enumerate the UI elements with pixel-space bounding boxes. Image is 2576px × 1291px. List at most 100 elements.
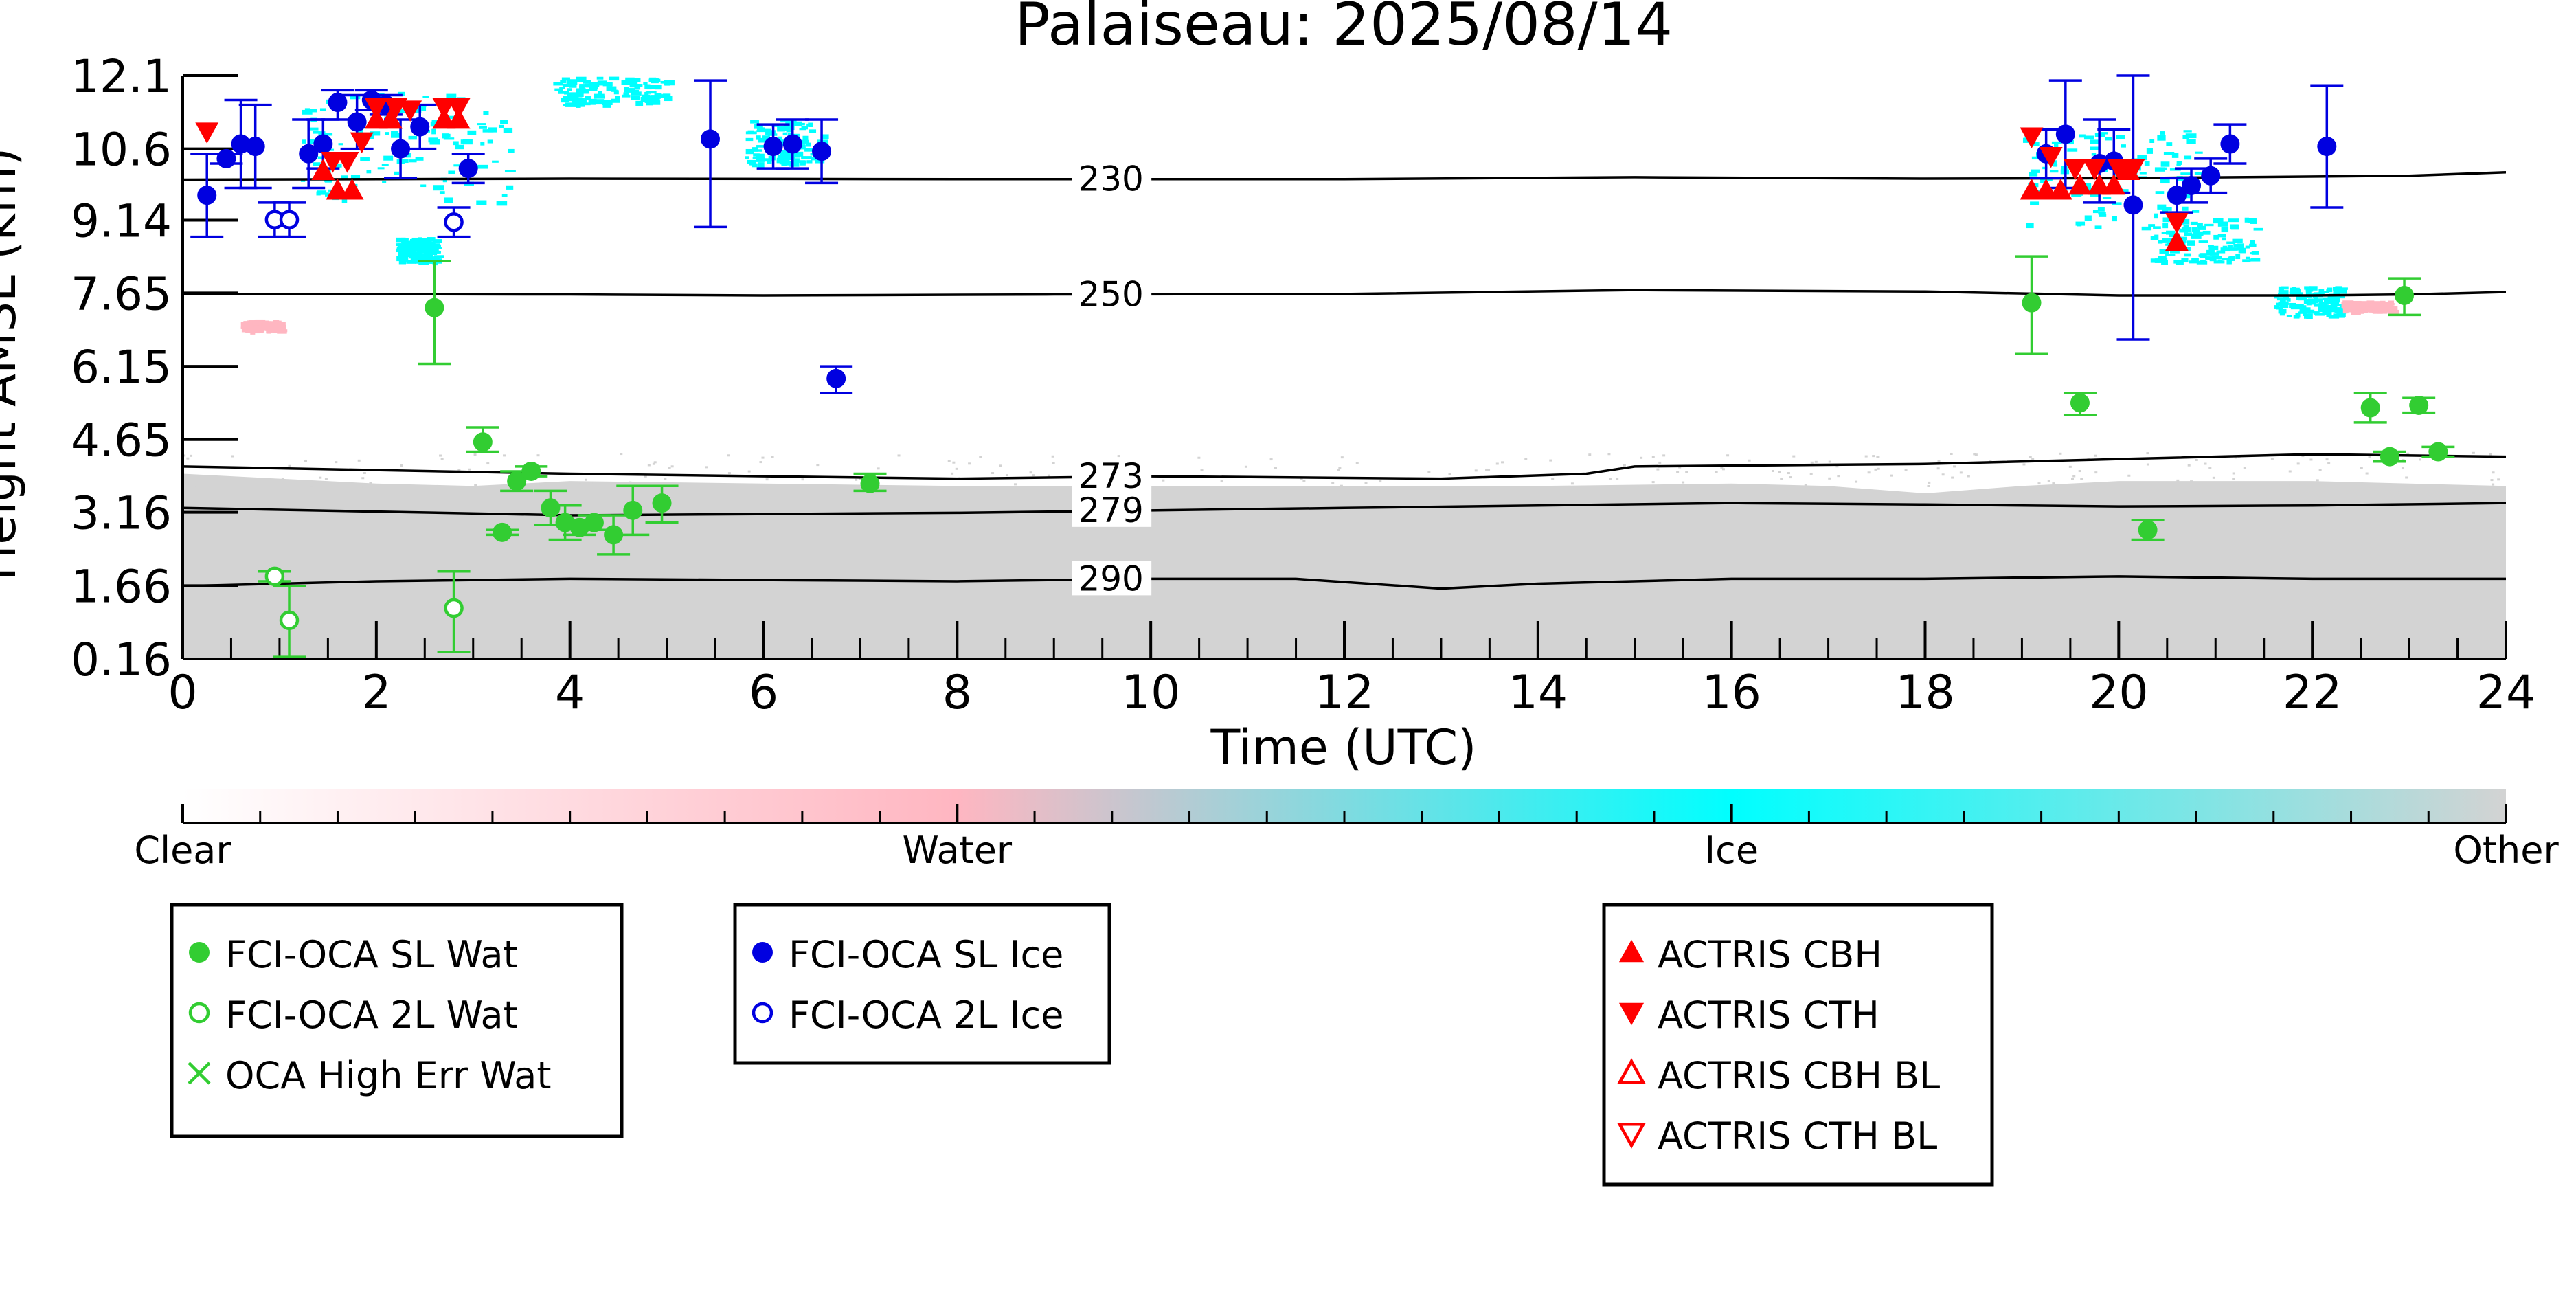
isotherm-label-bg [1072,276,1152,311]
other-speckle [629,481,632,484]
other-speckle [1804,484,1807,486]
ice-speckle [400,253,405,256]
other-speckle [324,478,328,480]
ice-speckle [576,97,583,102]
water-speckle [2360,302,2366,308]
ice-speckle [660,80,666,84]
fci-oca-sl-ice-point [782,134,802,154]
ice-speckle [576,104,581,108]
legend-swatch [189,942,210,963]
ice-speckle [383,155,394,161]
ice-speckle [553,82,563,86]
ice-speckle [439,191,445,194]
water-speckle [2380,307,2391,311]
ice-speckle [2213,218,2224,224]
other-speckle [1427,471,1431,473]
other-speckle [2094,454,2097,457]
other-speckle [2047,480,2050,482]
ice-speckle [2278,290,2289,295]
ice-speckle [583,80,591,84]
other-speckle [281,478,284,480]
actris-cth-point [2107,159,2131,181]
ice-speckle [785,122,796,124]
fci-oca-sl-ice-point [197,186,217,205]
ice-speckle [453,164,464,167]
ice-speckle [2099,213,2107,217]
ice-speckle [2184,253,2191,257]
other-speckle [503,454,506,457]
ice-speckle [752,157,758,159]
ice-speckle [2278,308,2287,314]
ice-speckle [2098,212,2106,215]
ice-speckle [579,85,585,90]
ice-speckle [496,201,508,206]
other-speckle [1274,467,1277,469]
ice-speckle [2112,216,2117,222]
other-speckle [2072,475,2076,478]
ice-speckle [2157,204,2167,210]
ice-speckle [407,250,417,254]
ice-speckle [476,200,487,205]
ice-speckle [2205,256,2213,260]
ice-speckle [504,170,516,172]
ice-speckle [2185,133,2197,139]
actris-cth-point [195,122,219,144]
ice-speckle [2154,258,2165,263]
ice-speckle [420,241,425,247]
other-speckle [1685,471,1688,473]
ice-speckle [2141,226,2152,231]
other-speckle [2270,458,2274,460]
ice-speckle [2303,311,2307,317]
ice-speckle [2176,161,2182,165]
water-speckle [2352,309,2359,315]
ice-speckle [651,78,659,84]
other-speckle [361,477,365,480]
water-speckle [2353,304,2360,310]
ice-speckle [2160,179,2170,184]
ice-speckle [2049,170,2059,173]
actris-cbh-point [2034,178,2058,200]
ice-speckle [307,127,319,131]
other-speckle [1927,484,1930,487]
ice-speckle [782,132,787,135]
other-speckle [2080,478,2083,480]
ice-speckle [2295,313,2301,318]
legend-entry-label: ACTRIS CTH BL [1658,1114,1937,1158]
fci-oca-sl-wat-point [2138,520,2158,540]
other-speckle [877,467,880,470]
ice-speckle [396,248,400,253]
other-speckle [765,478,769,481]
other-speckle [771,456,774,458]
ice-speckle [2209,258,2217,262]
ice-speckle [2314,295,2318,300]
water-speckle [2388,300,2395,304]
other-speckle [1474,469,1478,472]
other-speckle [440,458,444,460]
ice-speckle [747,159,756,164]
ice-speckle [606,86,613,91]
actris-cbh-point [340,178,364,200]
ice-speckle [2182,206,2189,211]
ice-speckle [477,164,488,169]
ice-speckle [2242,259,2251,263]
ice-speckle [409,243,417,249]
other-speckle [2325,458,2329,461]
ice-speckle [2162,238,2173,243]
ice-speckle [2185,194,2191,199]
ice-speckle [2222,258,2230,260]
ice-speckle [2321,305,2332,311]
ice-speckle [2304,314,2310,319]
ice-speckle [431,244,441,247]
ice-speckle [498,124,504,128]
isotherm-label: 250 [1078,274,1143,314]
actris-cbh-point [2020,178,2044,200]
other-speckle [439,454,442,457]
ice-speckle [2181,258,2189,263]
ice-speckle [629,82,637,88]
ice-speckle [2283,295,2290,300]
actris-cth-point [350,132,374,154]
ice-speckle [589,100,596,105]
ice-speckle [2191,234,2202,239]
other-speckle [369,482,372,484]
chart-title: Palaiseau: 2025/08/14 [1015,0,1673,59]
